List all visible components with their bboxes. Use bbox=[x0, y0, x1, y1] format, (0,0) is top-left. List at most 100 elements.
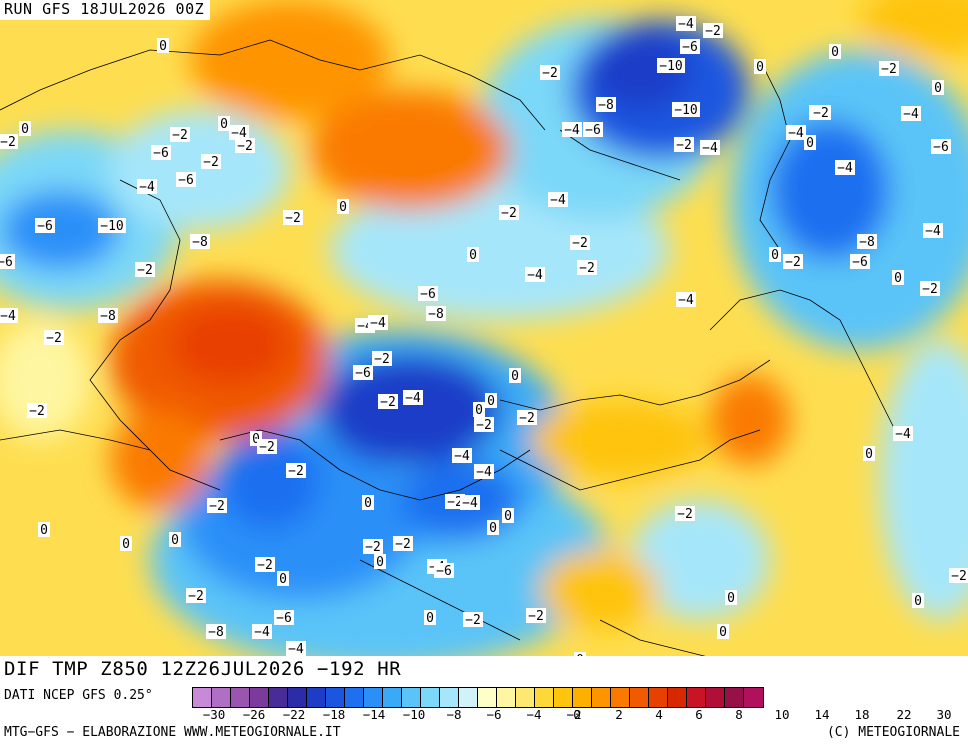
contour-label: −2 bbox=[44, 330, 64, 346]
scale-swatch bbox=[326, 688, 345, 707]
svg-text:−2: −2 bbox=[922, 282, 938, 297]
contour-label: −4 bbox=[286, 641, 306, 657]
contour-label: −8 bbox=[206, 624, 226, 640]
scale-tick-label: 30 bbox=[936, 707, 952, 722]
svg-text:0: 0 bbox=[806, 136, 814, 151]
scale-tick-label: 2 bbox=[615, 707, 623, 722]
credit-right: (C) METEOGIORNALE bbox=[826, 725, 960, 740]
contour-label: −2 bbox=[186, 588, 206, 604]
contour-label: 0 bbox=[892, 270, 904, 286]
svg-text:−2: −2 bbox=[0, 135, 16, 150]
contour-label: 0 bbox=[487, 520, 499, 536]
coastlines bbox=[0, 39, 901, 661]
svg-text:−2: −2 bbox=[677, 507, 693, 522]
scale-swatch bbox=[535, 688, 554, 707]
svg-text:−4: −4 bbox=[139, 180, 155, 195]
svg-text:0: 0 bbox=[771, 248, 779, 263]
svg-text:−4: −4 bbox=[788, 126, 804, 141]
contour-label: −8 bbox=[98, 308, 118, 324]
svg-text:0: 0 bbox=[934, 81, 942, 96]
contour-label: −2 bbox=[499, 205, 519, 221]
svg-text:−4: −4 bbox=[462, 496, 478, 511]
contour-label: 0 bbox=[932, 80, 944, 96]
svg-text:−2: −2 bbox=[237, 139, 253, 154]
scale-swatch bbox=[364, 688, 383, 707]
svg-text:−2: −2 bbox=[579, 261, 595, 276]
svg-text:−2: −2 bbox=[374, 352, 390, 367]
svg-text:0: 0 bbox=[756, 60, 764, 75]
contour-label: −6 bbox=[680, 39, 700, 55]
svg-text:−8: −8 bbox=[428, 307, 444, 322]
svg-text:−4: −4 bbox=[903, 107, 919, 122]
contour-label: 0 bbox=[829, 44, 841, 60]
contour-label: −2 bbox=[949, 568, 968, 584]
map-title: DIF TMP Z850 12Z26JUL2026 −192 HR bbox=[0, 656, 968, 683]
scale-swatch bbox=[554, 688, 573, 707]
scale-tick-label: −10 bbox=[402, 707, 426, 722]
contour-label: 0 bbox=[502, 508, 514, 524]
contour-label: −8 bbox=[190, 234, 210, 250]
contour-label: −8 bbox=[857, 234, 877, 250]
scale-swatch bbox=[630, 688, 649, 707]
scale-swatch bbox=[421, 688, 440, 707]
svg-text:0: 0 bbox=[220, 117, 228, 132]
contour-label: −2 bbox=[811, 105, 831, 121]
footer: DATI NCEP GFS 0.25° −30 −26 −22 −18 −14 −10 −8… bbox=[0, 683, 968, 745]
contour-label: 0 bbox=[362, 495, 374, 511]
scale-swatch bbox=[383, 688, 402, 707]
svg-text:−2: −2 bbox=[137, 263, 153, 278]
contour-label: −2 bbox=[170, 127, 190, 143]
contour-label: −8 bbox=[426, 306, 446, 322]
svg-text:−2: −2 bbox=[172, 128, 188, 143]
scale-swatch bbox=[516, 688, 535, 707]
svg-text:−2: −2 bbox=[813, 106, 829, 121]
svg-text:−8: −8 bbox=[192, 235, 208, 250]
contour-label: −2 bbox=[257, 439, 277, 455]
svg-text:−6: −6 bbox=[436, 564, 452, 579]
contour-label: −6 bbox=[418, 286, 438, 302]
contour-label: −4 bbox=[676, 16, 696, 32]
svg-text:−6: −6 bbox=[420, 287, 436, 302]
contour-labels: 0−4−2−6−10−8−10−4−6−2−4−200−2−40−2−40−4−… bbox=[0, 16, 968, 683]
svg-text:−2: −2 bbox=[676, 138, 692, 153]
svg-text:0: 0 bbox=[252, 432, 260, 447]
svg-text:−10: −10 bbox=[674, 103, 697, 118]
contour-label: −2 bbox=[675, 506, 695, 522]
svg-text:0: 0 bbox=[279, 572, 287, 587]
scale-tick-label: −4 bbox=[526, 707, 542, 722]
scale-tick-label: 22 bbox=[896, 707, 912, 722]
scale-swatch bbox=[649, 688, 668, 707]
contour-label: −6 bbox=[353, 365, 373, 381]
svg-text:0: 0 bbox=[171, 533, 179, 548]
svg-text:0: 0 bbox=[469, 248, 477, 263]
scale-tick-label: −18 bbox=[322, 707, 346, 722]
svg-text:−4: −4 bbox=[476, 465, 492, 480]
scale-swatch bbox=[345, 688, 364, 707]
svg-text:−8: −8 bbox=[859, 235, 875, 250]
contour-label: 0 bbox=[509, 368, 521, 384]
svg-text:−8: −8 bbox=[598, 98, 614, 113]
svg-text:−2: −2 bbox=[259, 440, 275, 455]
contour-label: 0 bbox=[169, 532, 181, 548]
svg-text:−2: −2 bbox=[542, 66, 558, 81]
contour-label: −6 bbox=[931, 139, 951, 155]
contour-label: 0 bbox=[38, 522, 50, 538]
svg-text:−6: −6 bbox=[37, 219, 53, 234]
contour-label: 0 bbox=[804, 135, 816, 151]
contour-label: −4 bbox=[229, 125, 249, 141]
svg-text:0: 0 bbox=[727, 591, 735, 606]
svg-text:0: 0 bbox=[831, 45, 839, 60]
contour-label: −2 bbox=[135, 262, 155, 278]
contour-label: −6 bbox=[850, 254, 870, 270]
scale-tick-label: 18 bbox=[854, 707, 870, 722]
scale-tick-label: 14 bbox=[814, 707, 830, 722]
svg-text:−4: −4 bbox=[678, 17, 694, 32]
svg-text:−2: −2 bbox=[951, 569, 967, 584]
contour-label: −2 bbox=[570, 235, 590, 251]
contour-label: −4 bbox=[137, 179, 157, 195]
scale-swatch bbox=[725, 688, 744, 707]
contour-label: 0 bbox=[473, 402, 485, 418]
contour-label: 0 bbox=[485, 393, 497, 409]
contour-label: 0 bbox=[374, 554, 386, 570]
scale-swatch bbox=[706, 688, 725, 707]
